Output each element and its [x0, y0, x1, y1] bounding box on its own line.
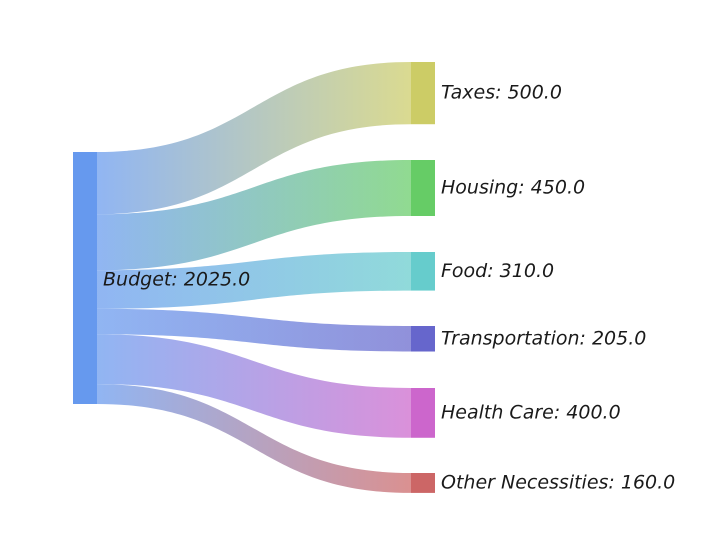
link-budget-to-housing: [97, 160, 411, 271]
label-health-care: Health Care: 400.0: [441, 401, 621, 423]
label-taxes: Taxes: 500.0: [441, 82, 562, 104]
sankey-links: [97, 62, 411, 493]
node-health-care: [411, 388, 435, 438]
label-transportation: Transportation: 205.0: [441, 327, 646, 349]
link-budget-to-health-care: [97, 334, 411, 438]
node-housing: [411, 160, 435, 216]
node-other-necessities: [411, 473, 435, 493]
node-food: [411, 252, 435, 291]
node-budget: [73, 152, 97, 404]
link-budget-to-other-necessities: [97, 384, 411, 493]
sankey-nodes: [73, 62, 435, 493]
label-budget: Budget: 2025.0: [103, 269, 250, 291]
link-budget-to-taxes: [97, 62, 411, 215]
sankey-labels: Taxes: 500.0 Housing: 450.0 Food: 310.0 Tra…: [103, 82, 675, 494]
node-transportation: [411, 326, 435, 352]
link-budget-to-transportation: [97, 308, 411, 352]
label-food: Food: 310.0: [441, 260, 554, 282]
label-other-necessities: Other Necessities: 160.0: [441, 471, 675, 493]
node-taxes: [411, 62, 435, 125]
link-budget-to-food: [97, 252, 411, 309]
label-housing: Housing: 450.0: [441, 177, 585, 199]
